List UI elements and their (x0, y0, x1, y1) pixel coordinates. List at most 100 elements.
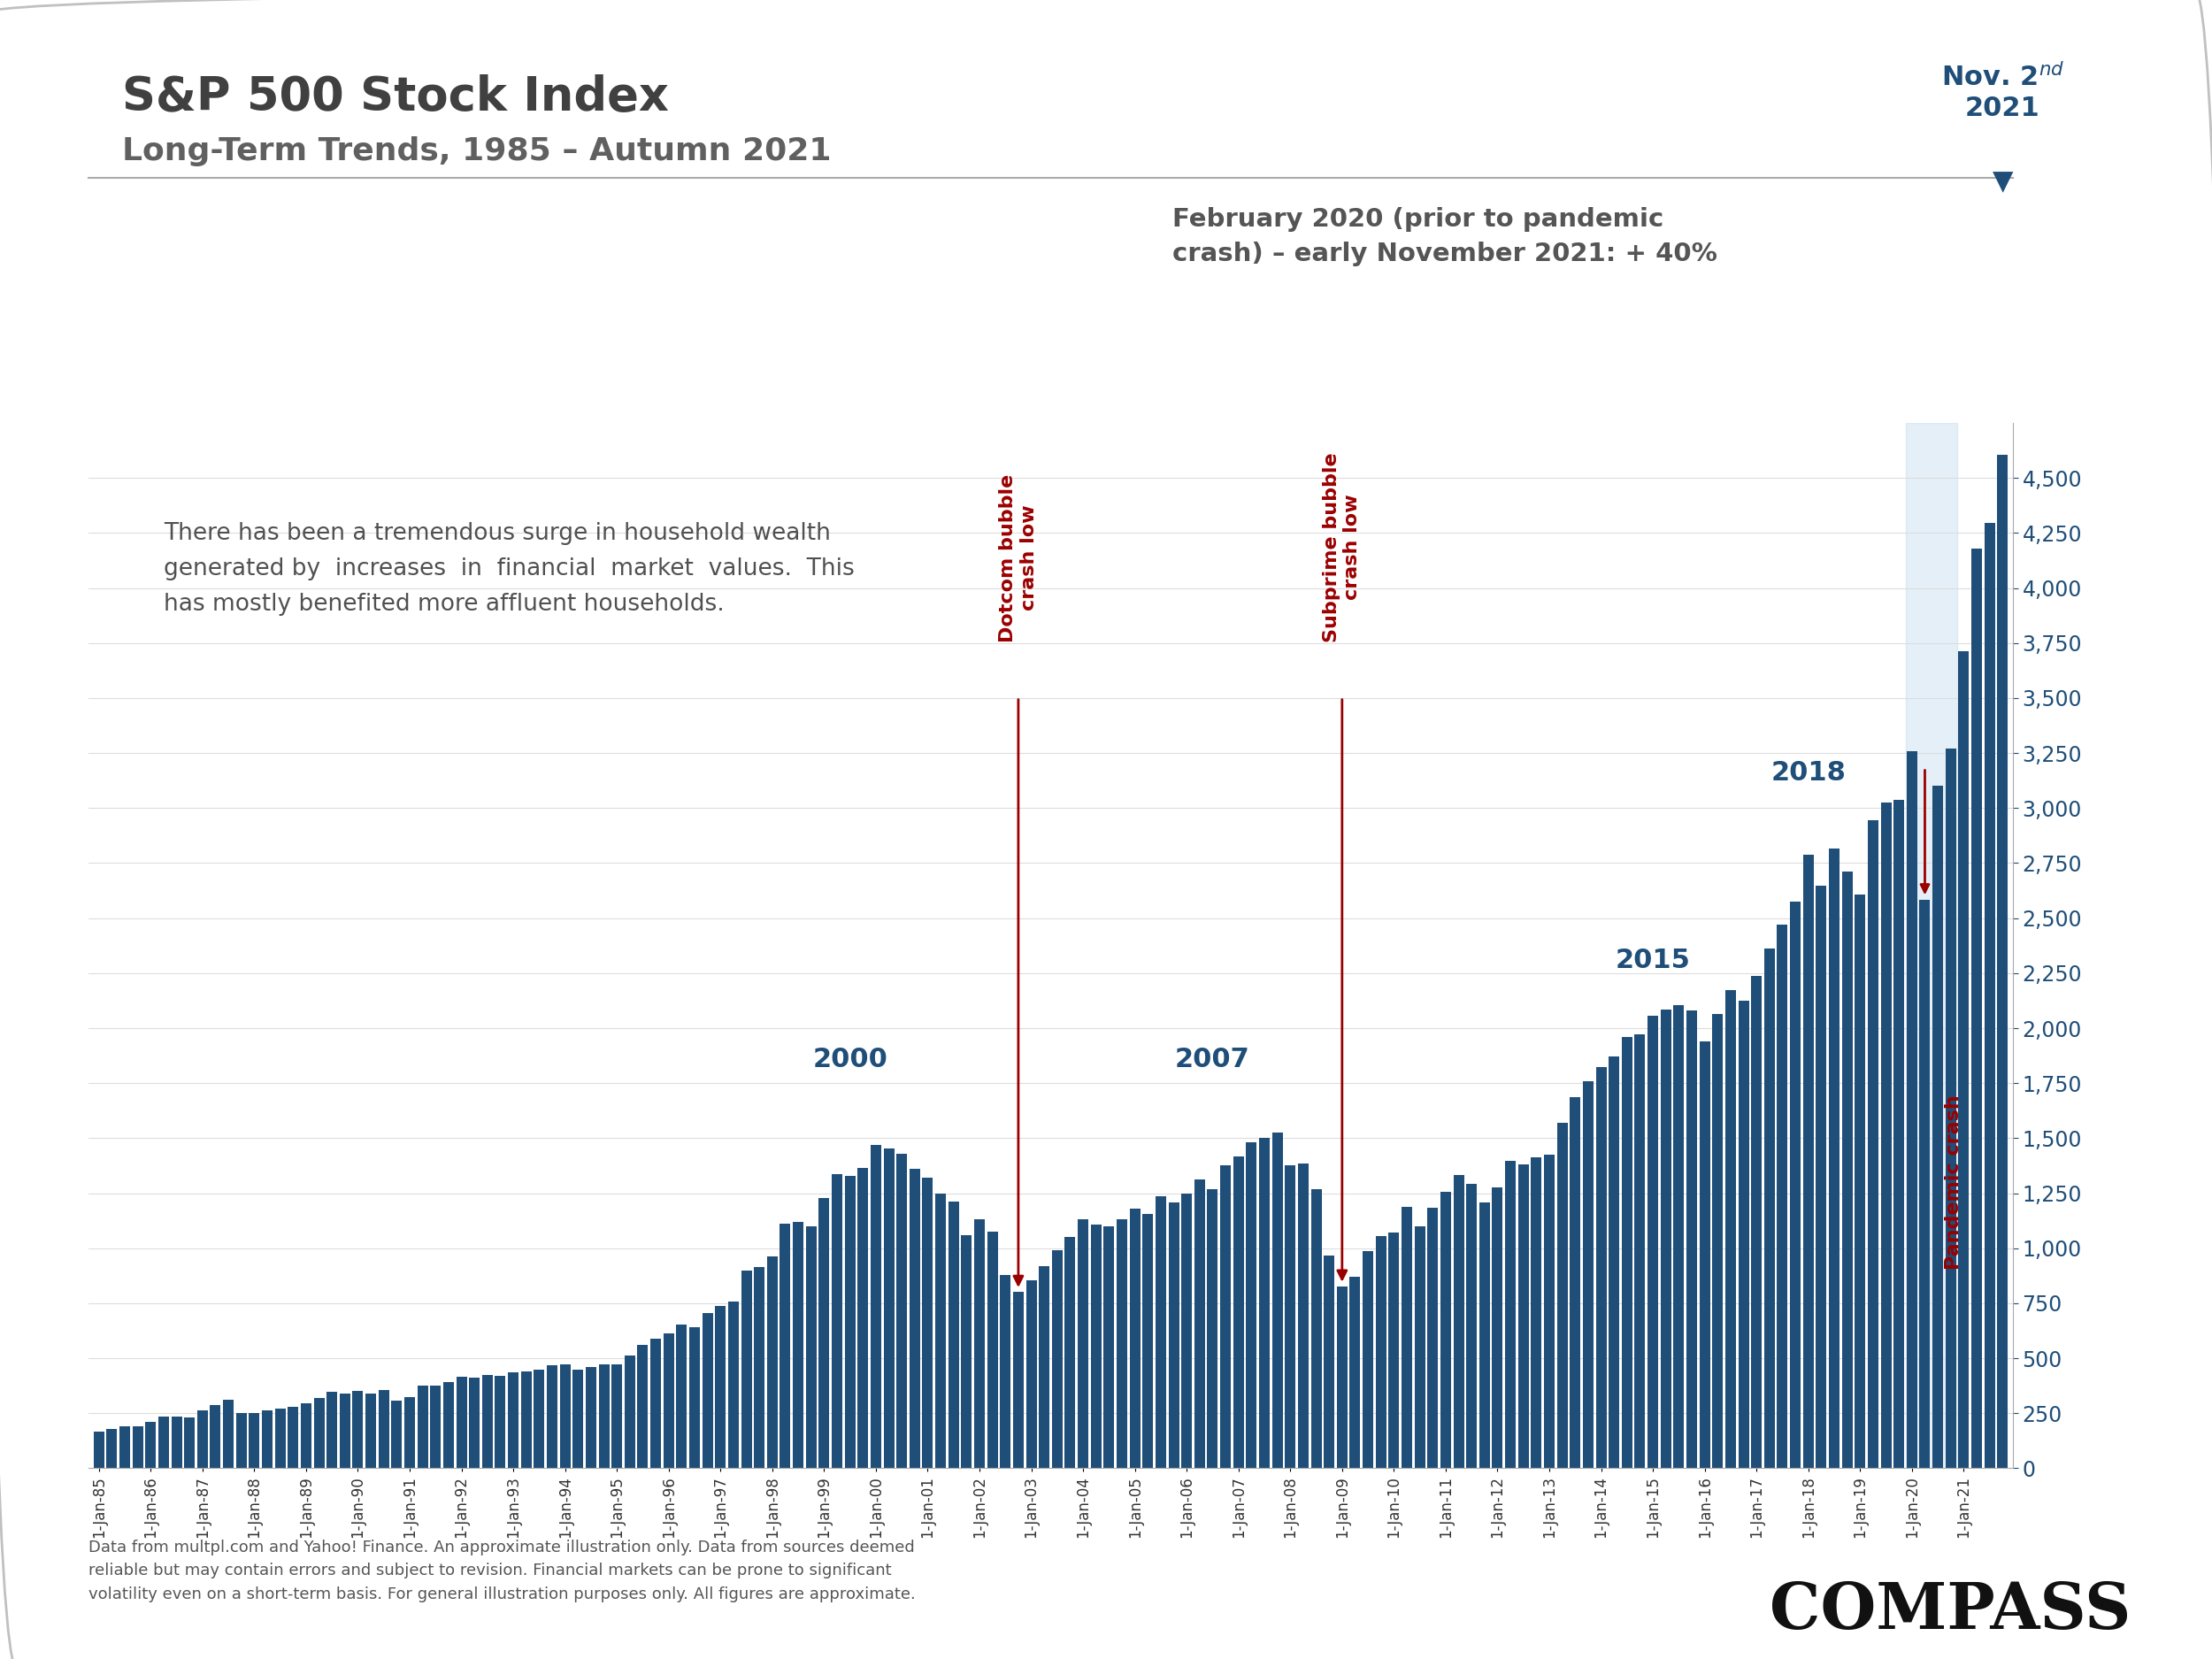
Bar (1194, 1180, 1206, 1468)
Bar (314, 1397, 325, 1468)
Bar (327, 1392, 336, 1468)
Bar (896, 1153, 907, 1468)
Bar (1686, 1010, 1697, 1468)
Bar (987, 1231, 998, 1468)
Bar (495, 1377, 507, 1468)
Bar (237, 1413, 246, 1468)
Text: 2007: 2007 (1175, 1047, 1250, 1072)
Bar (133, 1427, 144, 1468)
Bar (1272, 1133, 1283, 1468)
Bar (1893, 800, 1905, 1468)
Bar (1712, 1014, 1723, 1468)
Bar (1493, 1186, 1502, 1468)
Bar (1413, 1226, 1425, 1468)
Bar (1984, 523, 1995, 1468)
Text: COMPASS: COMPASS (1770, 1579, 2130, 1642)
Bar (1312, 1190, 1321, 1468)
Bar (1776, 924, 1787, 1468)
Bar (1905, 423, 1958, 1468)
Bar (1000, 1274, 1011, 1468)
Bar (818, 1198, 830, 1468)
Text: Nov. 2$^{nd}$
2021: Nov. 2$^{nd}$ 2021 (1940, 63, 2064, 121)
Bar (690, 1327, 699, 1468)
Bar (442, 1382, 453, 1468)
Bar (1168, 1203, 1179, 1468)
Bar (768, 1256, 779, 1468)
Bar (1725, 990, 1736, 1468)
Bar (1531, 1158, 1542, 1468)
Text: Subprime bubble
crash low: Subprime bubble crash low (1323, 453, 1360, 642)
Bar (1298, 1163, 1310, 1468)
Bar (146, 1422, 157, 1468)
Bar (754, 1267, 765, 1468)
Bar (1829, 849, 1840, 1468)
Bar (341, 1394, 349, 1468)
Bar (1221, 1165, 1230, 1468)
Bar (1584, 1082, 1593, 1468)
Bar (611, 1365, 622, 1468)
Bar (405, 1397, 416, 1468)
Bar (1104, 1226, 1115, 1468)
Text: 2015: 2015 (1615, 947, 1690, 974)
Bar (1323, 1256, 1334, 1468)
Bar (365, 1394, 376, 1468)
Bar (962, 1236, 971, 1468)
Bar (250, 1413, 259, 1468)
Text: Long-Term Trends, 1985 – Autumn 2021: Long-Term Trends, 1985 – Autumn 2021 (122, 136, 832, 166)
Bar (274, 1408, 285, 1468)
Bar (1867, 820, 1878, 1468)
Bar (624, 1355, 635, 1468)
Bar (781, 1224, 790, 1468)
Bar (1480, 1203, 1491, 1468)
Bar (1349, 1276, 1360, 1468)
Bar (301, 1404, 312, 1468)
Bar (1557, 1123, 1568, 1468)
Bar (1130, 1208, 1139, 1468)
Bar (1699, 1042, 1710, 1468)
Bar (1765, 949, 1774, 1468)
Bar (1091, 1224, 1102, 1468)
Bar (1336, 1287, 1347, 1468)
Bar (378, 1390, 389, 1468)
Bar (1971, 547, 1982, 1468)
Bar (1064, 1238, 1075, 1468)
Bar (1907, 752, 1918, 1468)
Bar (261, 1410, 272, 1468)
Bar (533, 1370, 544, 1468)
Bar (1944, 748, 1955, 1468)
Bar (352, 1390, 363, 1468)
Bar (909, 1168, 920, 1468)
Bar (1040, 1266, 1048, 1468)
Bar (805, 1226, 816, 1468)
Bar (1208, 1190, 1219, 1468)
Text: There has been a tremendous surge in household wealth
generated by  increases  i: There has been a tremendous surge in hou… (164, 523, 854, 615)
Bar (1674, 1005, 1683, 1468)
Bar (1402, 1208, 1411, 1468)
Bar (1245, 1141, 1256, 1468)
Bar (1363, 1251, 1374, 1468)
Bar (1661, 1009, 1670, 1468)
Bar (456, 1377, 467, 1468)
Bar (973, 1219, 984, 1468)
Text: 2000: 2000 (812, 1047, 887, 1072)
Bar (650, 1339, 661, 1468)
Bar (677, 1324, 688, 1468)
Bar (1440, 1191, 1451, 1468)
Bar (1816, 886, 1827, 1468)
Bar (858, 1168, 869, 1468)
Bar (922, 1178, 933, 1468)
Bar (520, 1372, 531, 1468)
Bar (197, 1410, 208, 1468)
Bar (949, 1201, 958, 1468)
Bar (1077, 1219, 1088, 1468)
Text: Data from multpl.com and Yahoo! Finance. An approximate illustration only. Data : Data from multpl.com and Yahoo! Finance.… (88, 1540, 916, 1603)
Bar (1026, 1281, 1037, 1468)
Bar (1517, 1165, 1528, 1468)
Bar (1155, 1196, 1166, 1468)
Bar (714, 1306, 726, 1468)
Bar (210, 1405, 221, 1468)
Bar (223, 1400, 234, 1468)
Bar (1232, 1156, 1243, 1468)
Bar (741, 1271, 752, 1468)
Bar (1635, 1034, 1646, 1468)
